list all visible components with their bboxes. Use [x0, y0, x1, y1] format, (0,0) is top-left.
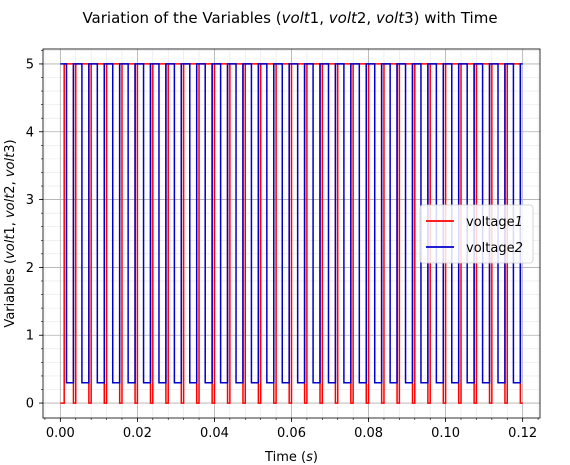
y-tick-label: 2 [26, 261, 34, 276]
legend-box [419, 204, 534, 264]
y-tick-label: 1 [26, 329, 34, 344]
x-axis-label: Time (s) [264, 450, 318, 465]
y-tick-label: 0 [26, 397, 34, 412]
legend: voltage1 voltage2 [419, 204, 534, 264]
legend-label: voltage1 [466, 215, 523, 230]
y-tick-label: 3 [26, 193, 34, 208]
x-tick-label: 0.02 [123, 426, 152, 441]
x-axis-ticks: 0.00 0.02 0.04 0.06 0.08 0.10 0.12 [44, 418, 539, 441]
x-tick-label: 0.00 [46, 426, 75, 441]
y-tick-label: 4 [26, 125, 34, 140]
legend-label: voltage2 [466, 241, 523, 256]
y-axis-ticks: 0 1 2 3 4 5 [26, 50, 43, 412]
series-line-voltage1 [60, 63, 523, 404]
x-tick-label: 0.04 [200, 426, 229, 441]
x-tick-label: 0.12 [508, 426, 537, 441]
y-tick-label: 5 [26, 57, 34, 72]
y-axis-label: Variables (volt1, volt2, volt3) [3, 139, 18, 327]
x-tick-label: 0.06 [277, 426, 306, 441]
series-layer [60, 63, 523, 404]
series-line-voltage2 [60, 63, 523, 384]
x-tick-label: 0.10 [431, 426, 460, 441]
x-tick-label: 0.08 [354, 426, 383, 441]
chart-title: Variation of the Variables (volt1, volt2… [82, 9, 497, 27]
